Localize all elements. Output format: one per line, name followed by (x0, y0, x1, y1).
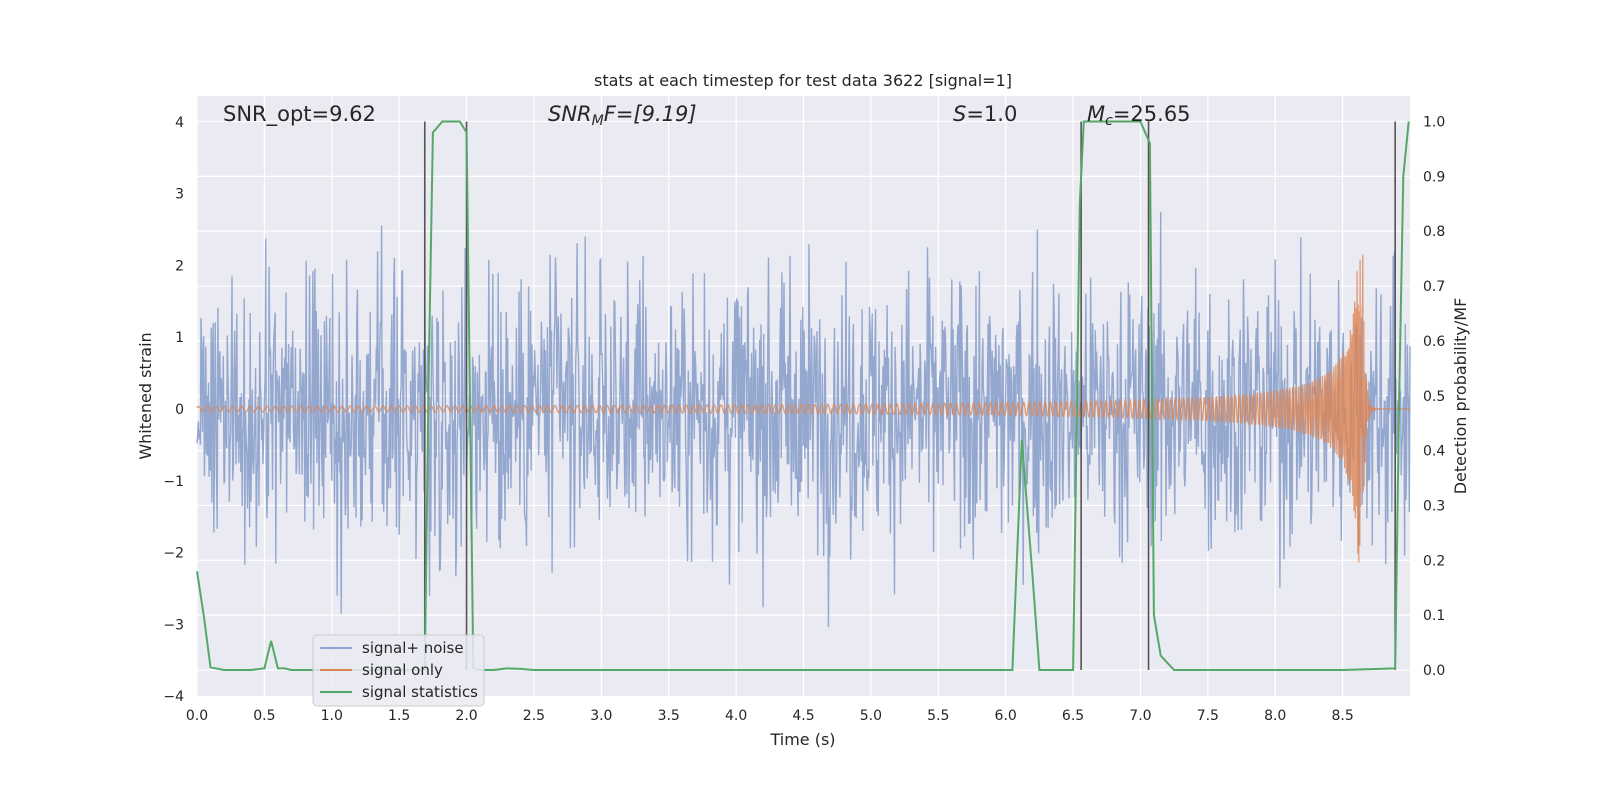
chart-title: stats at each timestep for test data 362… (594, 71, 1012, 90)
x-tick-label: 6.0 (995, 708, 1017, 724)
y2-tick-label: 0.2 (1423, 553, 1445, 569)
snr-opt-annotation: SNR_opt=9.62 (223, 102, 376, 127)
x-tick-label: 8.5 (1331, 708, 1353, 724)
signal-statistics-line (196, 120, 1410, 671)
y2-tick-label: 0.7 (1423, 279, 1445, 295)
x-tick-label: 1.5 (388, 708, 410, 724)
signal-only-series (196, 254, 1410, 563)
s-annotation: S=1.0 (953, 102, 1017, 126)
x-tick-labels: 0.0 0.5 1.0 1.5 2.0 2.5 3.0 3.5 4.0 4.5 5.0 5.5 6.0 6… (186, 708, 1354, 724)
x-tick-label: 2.0 (455, 708, 477, 724)
vertical-markers (423, 121, 1396, 670)
y-tick-label: −2 (163, 546, 184, 562)
y-axis-label: Whitened strain (136, 332, 155, 459)
x-tick-label: 7.0 (1129, 708, 1151, 724)
legend-label-signal-statistics: signal statistics (362, 683, 478, 701)
y2-tick-label: 0.0 (1423, 663, 1445, 679)
x-tick-label: 6.5 (1062, 708, 1084, 724)
y2-tick-label: 0.5 (1423, 389, 1445, 405)
x-tick-label: 0.5 (253, 708, 275, 724)
x-tick-label: 2.5 (523, 708, 545, 724)
y-tick-label: 1 (175, 330, 184, 346)
y2-tick-label: 0.3 (1423, 498, 1445, 514)
y2-axis-label: Detection probability/MF (1451, 298, 1470, 495)
x-tick-label: 8.0 (1264, 708, 1286, 724)
y-tick-labels: 4 3 2 1 0 −1 −2 −3 −4 (163, 115, 184, 705)
y2-tick-label: 0.4 (1423, 444, 1445, 460)
x-tick-label: 4.5 (792, 708, 814, 724)
x-tick-label: 3.0 (590, 708, 612, 724)
signal-plus-noise-series (196, 211, 1411, 628)
legend-label-signal-only: signal only (362, 661, 443, 679)
x-tick-label: 5.0 (860, 708, 882, 724)
x-tick-label: 5.5 (927, 708, 949, 724)
y2-tick-label: 0.8 (1423, 224, 1445, 240)
x-tick-label: 7.5 (1197, 708, 1219, 724)
y-tick-label: 4 (175, 115, 184, 131)
y2-tick-label: 0.9 (1423, 169, 1445, 185)
legend-box (312, 634, 485, 707)
legend-label-signal-noise: signal+ noise (362, 639, 464, 657)
mc-annotation: Mc=25.65 (1087, 102, 1191, 129)
signal-plus-noise-line (196, 211, 1411, 628)
y2-tick-label: 0.6 (1423, 334, 1445, 350)
y-tick-label: 2 (175, 258, 184, 274)
x-tick-label: 1.0 (321, 708, 343, 724)
signal-statistics-series (196, 120, 1410, 671)
y-tick-label: −4 (163, 689, 184, 705)
y-tick-label: −3 (163, 617, 184, 633)
y-tick-label: 0 (175, 402, 184, 418)
x-axis-label: Time (s) (769, 730, 835, 749)
x-tick-label: 3.5 (658, 708, 680, 724)
signal-only-line (196, 254, 1410, 563)
y2-tick-label: 0.1 (1423, 608, 1445, 624)
y2-tick-labels: 1.0 0.9 0.8 0.7 0.6 0.5 0.4 0.3 0.2 0.1 0.0 (1423, 115, 1445, 680)
snr-mf-annotation: SNRMF=[9.19] (548, 102, 697, 129)
y-tick-label: 3 (175, 187, 184, 203)
x-tick-label: 4.0 (725, 708, 747, 724)
y2-tick-label: 1.0 (1423, 115, 1445, 131)
legend: signal+ noise signal only signal statist… (312, 634, 485, 707)
x-tick-label: 0.0 (186, 708, 208, 724)
y-tick-label: −1 (163, 474, 184, 490)
